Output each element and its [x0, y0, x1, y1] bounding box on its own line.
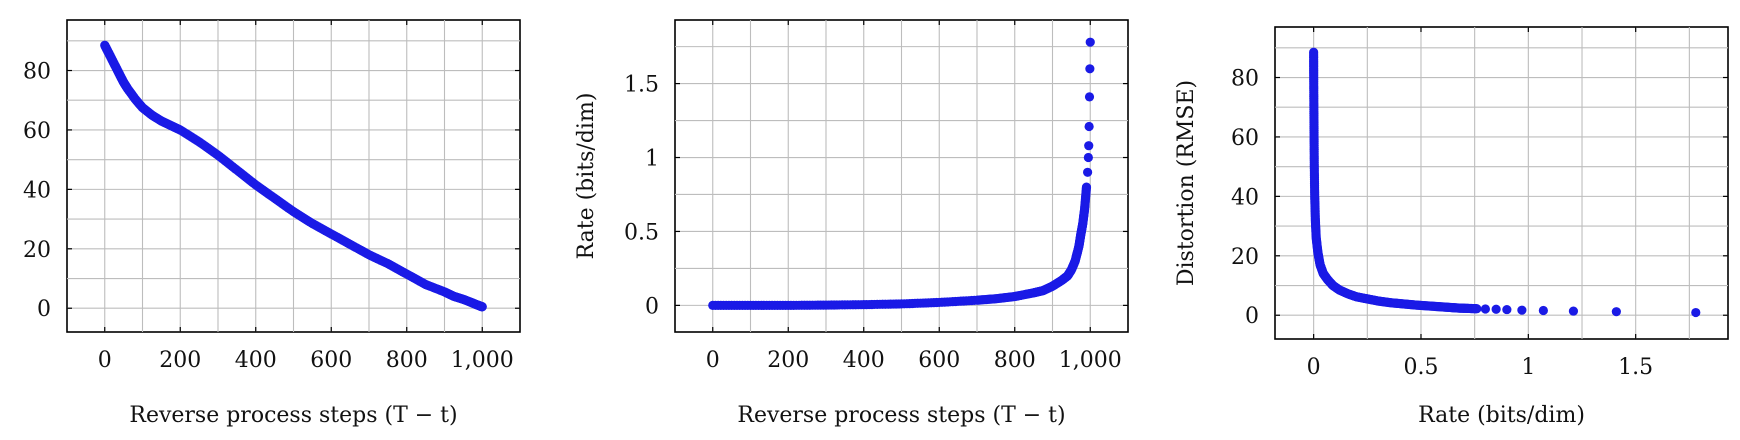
y-axis-label-3: Distortion (RMSE) [1174, 80, 1199, 286]
x-tick-label: 200 [159, 348, 201, 373]
y-tick-label: 20 [23, 238, 51, 263]
ticks-1: 0 200 400 600 800 1,000 0 20 40 60 80 [23, 20, 520, 373]
x-tick-label: 400 [235, 348, 277, 373]
x-tick-label: 1.5 [1618, 355, 1653, 380]
x-tick-label: 800 [994, 348, 1036, 373]
data-point [1083, 167, 1093, 177]
data-point [1611, 307, 1621, 317]
data-point [1081, 182, 1092, 192]
data-point [1517, 305, 1527, 315]
y-tick-label: 40 [1231, 185, 1259, 210]
panel-distortion-vs-rate: 0 0.5 1 1.5 0 20 40 60 80 Rate (bits/dim) Distor… [1174, 26, 1729, 428]
data-point [1084, 121, 1094, 132]
data-point [1085, 64, 1095, 74]
x-axis-label-1: Reverse process steps (T − t) [129, 403, 457, 428]
panel-rate-vs-steps: 0 200 400 600 800 1,000 0 0.5 1 1.5 Reverse proce… [574, 19, 1129, 428]
data-point [1502, 304, 1512, 315]
data-point [477, 302, 487, 312]
y-tick-label: 0 [37, 297, 51, 322]
data-point [1085, 37, 1095, 47]
data-point [1083, 152, 1093, 163]
data-point [1084, 141, 1094, 151]
grid-2 [675, 20, 1128, 332]
data-point [1480, 304, 1490, 314]
y-tick-label: 0.5 [624, 220, 659, 245]
x-tick-label: 200 [767, 348, 809, 373]
y-tick-label: 1.5 [624, 73, 659, 98]
data-point [1691, 307, 1701, 318]
x-tick-label: 0 [706, 348, 720, 373]
points-3 [1309, 47, 1701, 318]
ticks-3: 0 0.5 1 1.5 0 20 40 60 80 [1231, 27, 1728, 380]
grid-3 [1275, 27, 1728, 339]
data-point [1491, 304, 1501, 314]
points-2 [708, 37, 1095, 310]
x-tick-label: 400 [843, 348, 885, 373]
y-tick-label: 40 [23, 178, 51, 203]
y-tick-label: 20 [1231, 245, 1259, 270]
x-tick-label: 600 [918, 348, 960, 373]
data-point [1538, 305, 1548, 316]
data-point [1084, 92, 1095, 102]
x-tick-label: 1,000 [1059, 348, 1122, 373]
y-tick-label: 1 [645, 147, 659, 172]
y-tick-label: 0 [1245, 304, 1259, 329]
panel-distortion-vs-steps: 0 200 400 600 800 1,000 0 20 40 60 80 Reverse proc… [23, 19, 521, 428]
y-tick-label: 60 [1231, 126, 1259, 151]
x-tick-label: 1,000 [451, 348, 514, 373]
x-tick-label: 600 [310, 348, 352, 373]
x-tick-label: 800 [386, 348, 428, 373]
x-axis-label-2: Reverse process steps (T − t) [737, 403, 1065, 428]
y-tick-label: 80 [1231, 67, 1259, 92]
ticks-2: 0 200 400 600 800 1,000 0 0.5 1 1.5 [624, 20, 1128, 373]
y-axis-label-2: Rate (bits/dim) [574, 93, 599, 260]
data-point [1472, 304, 1482, 314]
x-tick-label: 0 [1307, 355, 1321, 380]
plot-area-3 [1274, 26, 1729, 340]
x-axis-label-3: Rate (bits/dim) [1418, 403, 1585, 428]
y-tick-label: 0 [645, 294, 659, 319]
data-point [1568, 306, 1579, 316]
y-tick-label: 60 [23, 119, 51, 144]
x-tick-label: 0.5 [1403, 355, 1438, 380]
points-1 [100, 40, 487, 312]
y-tick-label: 80 [23, 60, 51, 85]
grid-1 [67, 20, 520, 332]
x-tick-label: 1 [1521, 355, 1535, 380]
x-tick-label: 0 [98, 348, 112, 373]
